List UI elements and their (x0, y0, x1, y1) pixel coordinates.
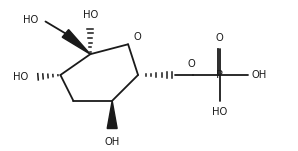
Text: HO: HO (83, 10, 98, 19)
Text: HO: HO (23, 14, 38, 24)
Polygon shape (107, 101, 117, 129)
Polygon shape (62, 30, 90, 54)
Text: O: O (216, 33, 224, 43)
Text: P: P (216, 70, 223, 80)
Text: OH: OH (105, 137, 120, 147)
Text: O: O (188, 59, 196, 69)
Text: O: O (133, 32, 141, 42)
Text: OH: OH (252, 70, 267, 80)
Text: HO: HO (13, 72, 29, 82)
Text: HO: HO (212, 107, 227, 117)
